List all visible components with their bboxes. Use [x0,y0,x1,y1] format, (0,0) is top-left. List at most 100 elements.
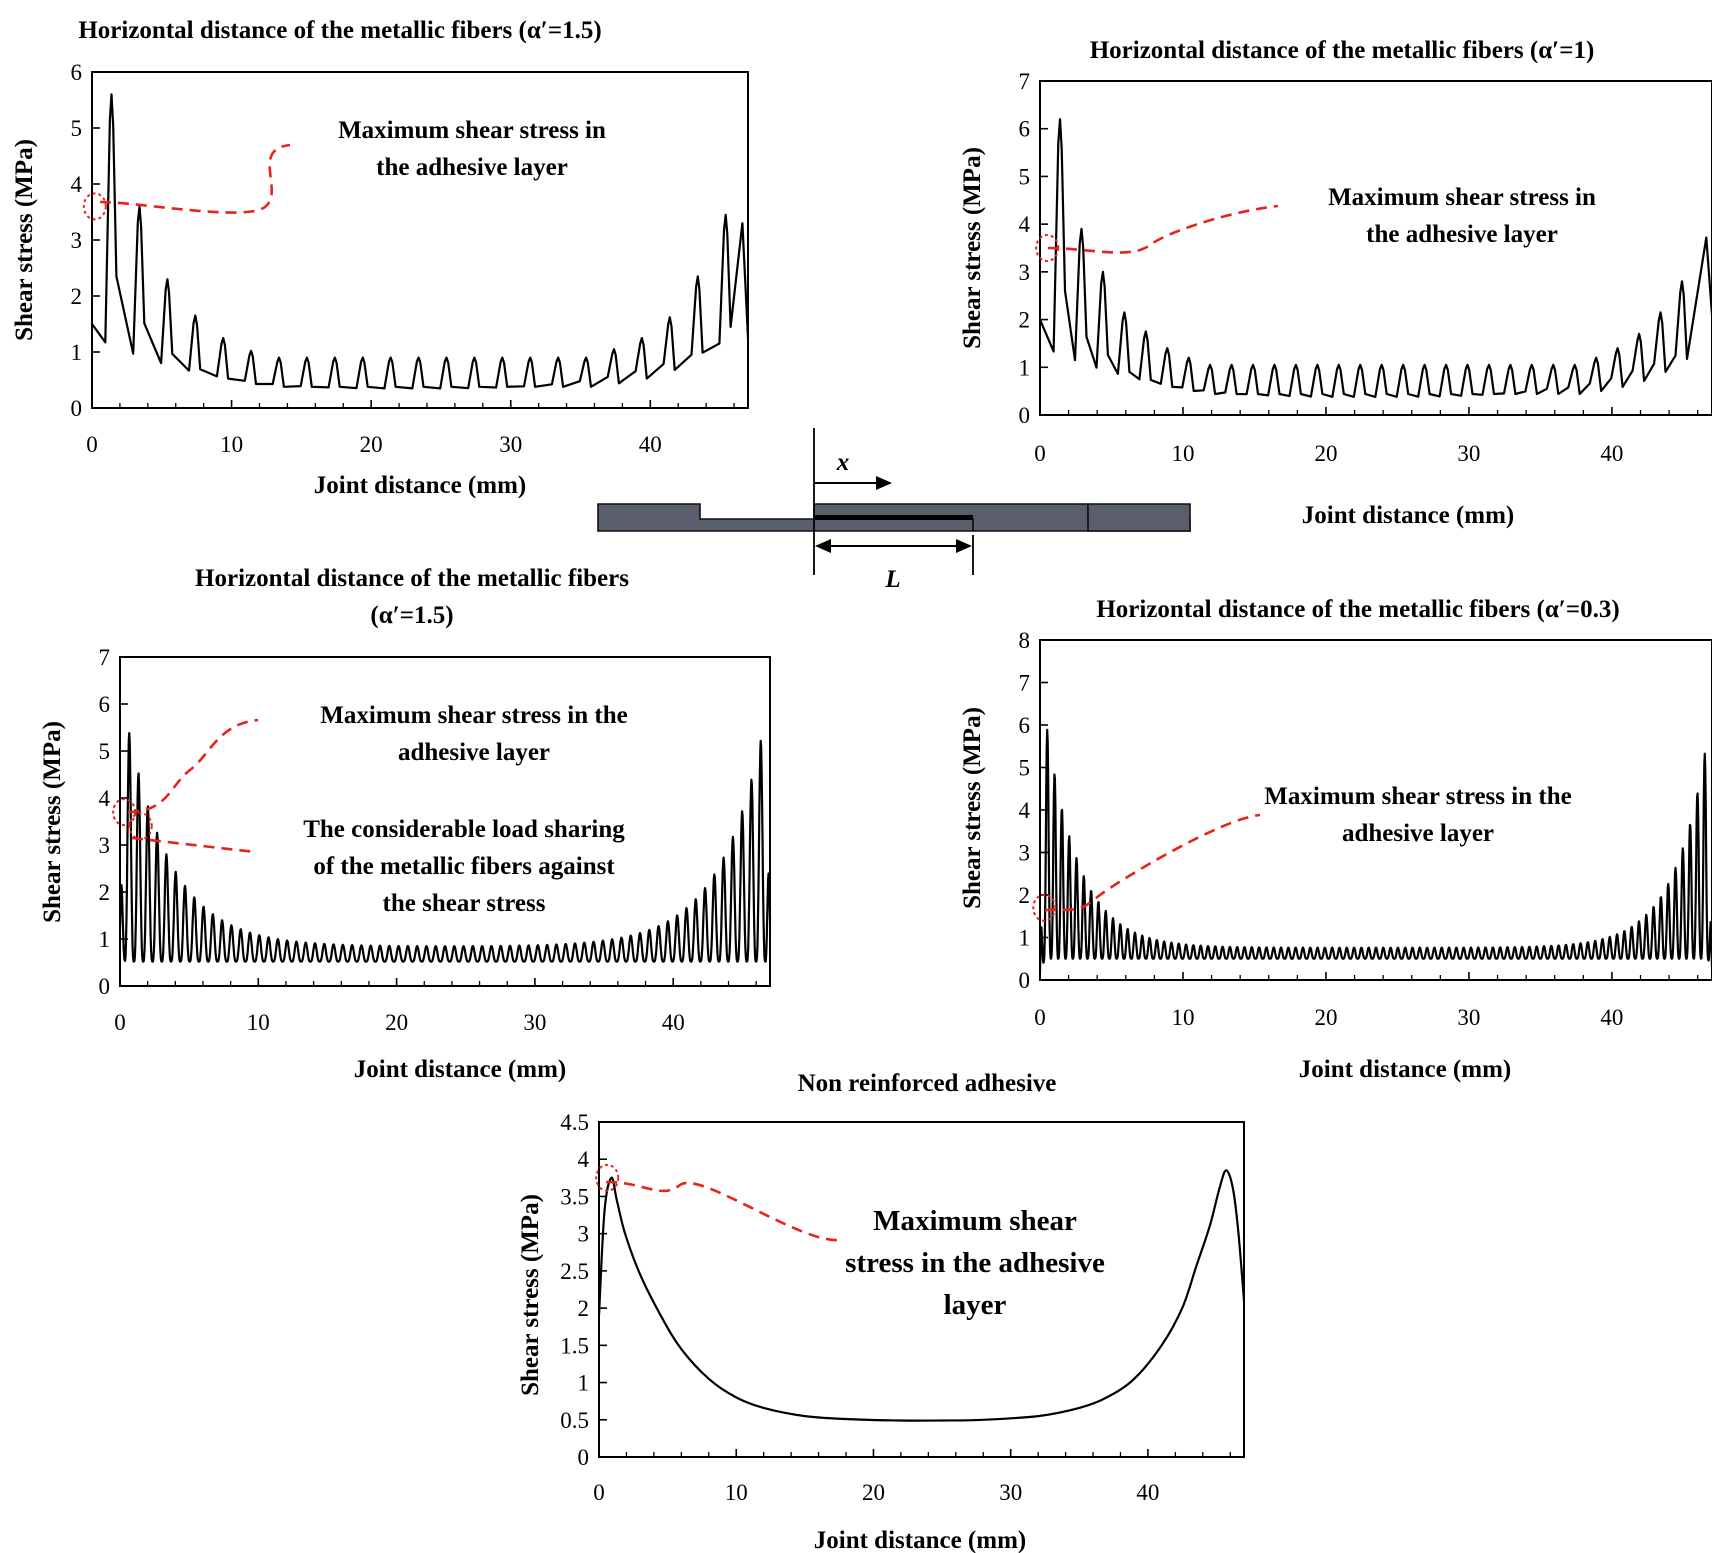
y-tick-label: 0 [1019,968,1031,993]
y-tick-label: 0 [1019,403,1031,428]
y-axis-label: Shear stress (MPa) [959,707,986,909]
chart-p3: Horizontal distance of the metallic fibe… [39,565,772,1083]
x-tick-label: 20 [385,1010,408,1035]
overlap-length-label: L [884,566,900,593]
annotation-text: Maximum shear stress in the [1264,783,1571,810]
annotation-text: the adhesive layer [376,154,568,181]
annotation-text: stress in the adhesive [845,1247,1105,1279]
y-tick-label: 0.5 [560,1408,589,1433]
y-tick-label: 4.5 [560,1110,589,1135]
length-arrow-left [815,539,831,553]
x-tick-label: 40 [662,1010,685,1035]
x-tick-label: 0 [593,1480,605,1505]
upper-adherend-end [1087,503,1191,532]
y-tick-label: 8 [1019,628,1031,653]
y-tick-label: 5 [1019,756,1031,781]
leader-line [131,836,256,854]
y-tick-label: 3 [578,1222,590,1247]
x-tick-label: 30 [523,1010,546,1035]
y-tick-label: 4 [71,172,83,197]
x-tick-label: 30 [1457,1005,1480,1030]
annotation: Maximum shear stress in the adhesive laye… [1032,783,1572,922]
y-tick-label: 1 [1019,926,1031,951]
x-tick-label: 30 [1457,441,1480,466]
chart-p5: Non reinforced adhesive 0 10 20 30 40 0 0.5 1 1.5… [517,1070,1246,1553]
annotation: The considerable load sharing of the meta… [128,812,625,917]
x-tick-label: 40 [1600,1005,1623,1030]
leader-line [99,143,291,214]
y-tick-label: 5 [99,739,111,764]
plot-frame [1039,80,1712,416]
y-tick-label: 7 [1019,671,1031,696]
y-tick-label: 4 [1019,212,1031,237]
annotation-text: adhesive layer [1342,820,1494,847]
y-tick-label: 3 [1019,841,1031,866]
x-axis-label: Joint distance (mm) [354,1056,566,1083]
x-tick-label: 20 [1314,1005,1337,1030]
y-tick-label: 3.5 [560,1184,589,1209]
plot-frame [1039,639,1712,981]
x-axis-label: Joint distance (mm) [814,1527,1026,1553]
annotation-text: Maximum shear stress in the [320,702,627,729]
y-tick-label: 5 [71,116,83,141]
annotation-text: adhesive layer [398,739,550,766]
plot-frame [598,1121,1245,1458]
chart-p2: Horizontal distance of the metallic fibe… [959,37,1712,529]
y-tick-label: 2 [71,284,83,309]
y-tick-label: 6 [1019,713,1031,738]
x-tick-label: 30 [499,432,522,457]
annotation-text: Maximum shear stress in [1328,184,1596,211]
series-line [597,1169,1246,1422]
x-tick-label: 10 [247,1010,270,1035]
x-tick-label: 10 [1171,441,1194,466]
y-tick-label: 3 [99,833,111,858]
y-tick-label: 7 [99,645,111,670]
x-tick-label: 10 [1171,1005,1194,1030]
y-tick-label: 3 [1019,260,1031,285]
joint-diagram: xL [597,428,1191,593]
x-tick-label: 40 [639,432,662,457]
chart-p1: Horizontal distance of the metallic fibe… [11,17,750,499]
y-tick-label: 6 [1019,117,1031,142]
chart-title: Horizontal distance of the metallic fibe… [1096,596,1619,623]
y-tick-label: 6 [71,60,83,85]
x-tick-label: 0 [86,432,98,457]
y-tick-label: 7 [1019,69,1031,94]
leader-line [127,718,259,814]
y-tick-label: 2 [578,1296,590,1321]
x-tick-label: 20 [1314,441,1337,466]
y-tick-label: 4 [99,786,111,811]
x-axis-label: Joint distance (mm) [1299,1056,1511,1083]
highlight-circle [82,192,107,221]
length-arrow-right [956,539,972,553]
x-tick-label: 20 [360,432,383,457]
x-arrow-head [876,476,892,490]
chart-title: Non reinforced adhesive [798,1070,1057,1097]
series-line [91,93,750,390]
x-tick-label: 40 [1136,1480,1159,1505]
y-tick-label: 1 [71,340,83,365]
y-tick-label: 1 [578,1371,590,1396]
y-tick-label: 5 [1019,164,1031,189]
chart-title: Horizontal distance of the metallic fibe… [1090,37,1595,64]
x-tick-label: 0 [1034,1005,1046,1030]
highlight-circle [595,1163,620,1192]
leader-line [605,1180,841,1242]
y-tick-label: 4 [1019,798,1031,823]
y-tick-label: 0 [71,396,83,421]
annotation: Maximum shear stress in the adhesive laye… [112,702,628,827]
y-tick-label: 6 [99,692,111,717]
chart-title: (α′=1.5) [370,602,453,629]
plot-frame [119,656,771,987]
y-tick-label: 1.5 [560,1333,589,1358]
series-line [1038,118,1712,398]
annotation: Maximum shear stress in the adhesive layer [595,1163,1105,1321]
x-axis-label: Joint distance (mm) [1302,502,1514,529]
x-tick-label: 0 [1034,441,1046,466]
annotation-text: the adhesive layer [1366,221,1558,248]
annotation-text: the shear stress [383,890,546,917]
x-tick-label: 20 [862,1480,885,1505]
y-tick-label: 2.5 [560,1259,589,1284]
x-axis-label: Joint distance (mm) [314,472,526,499]
